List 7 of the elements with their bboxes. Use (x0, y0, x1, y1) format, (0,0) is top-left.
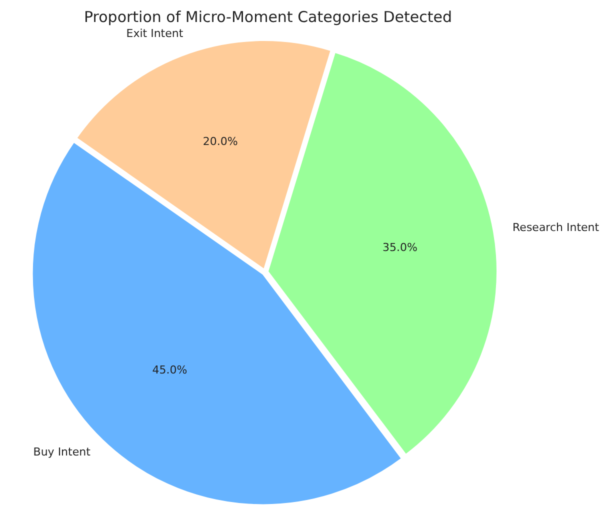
data-label: 35.0% (382, 241, 418, 254)
data-label: 45.0% (152, 363, 188, 376)
slice-label: Research Intent (512, 221, 600, 234)
chart-title: Proportion of Micro-Moment Categories Detected (84, 8, 452, 26)
slice-label: Exit Intent (126, 27, 184, 40)
slice-label: Buy Intent (33, 446, 92, 459)
data-label: 20.0% (202, 135, 238, 148)
